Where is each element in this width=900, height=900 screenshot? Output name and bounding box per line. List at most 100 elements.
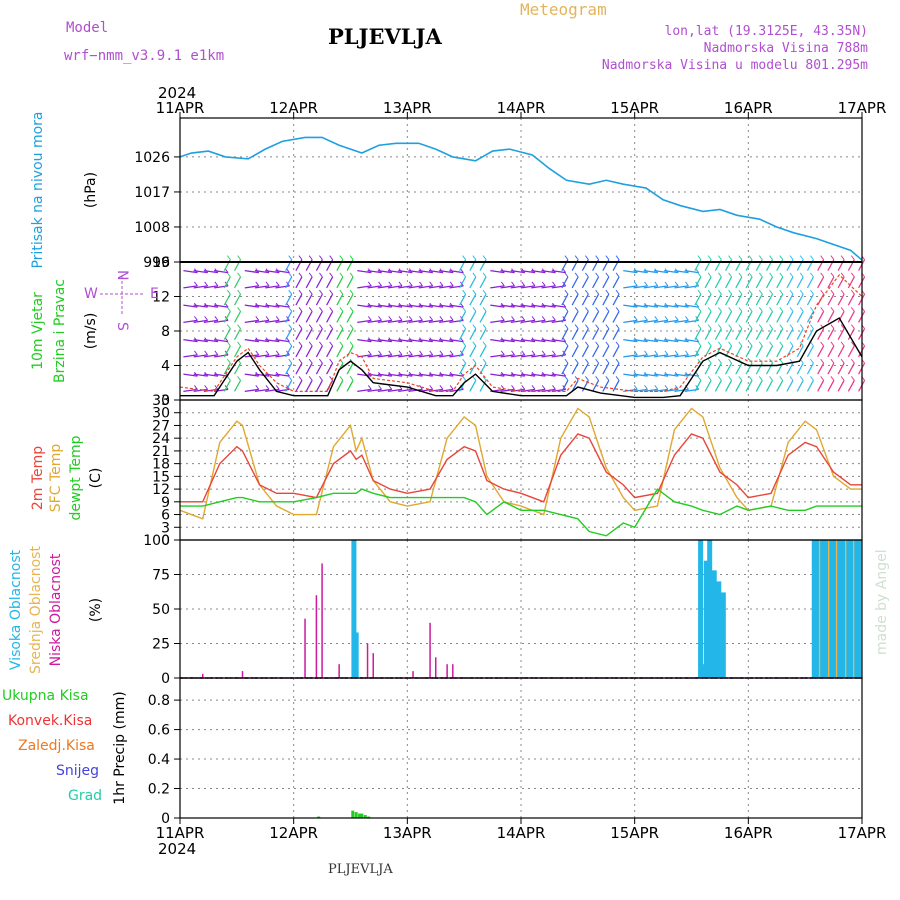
wind-barb-flag: [664, 350, 669, 356]
wind-gust-line: [179, 274, 863, 393]
wind-barb: [398, 388, 413, 393]
wind-barb-flag: [329, 324, 334, 329]
wind-barb-flag: [830, 255, 835, 260]
wind-barb: [571, 311, 579, 323]
wind-barb: [837, 328, 845, 340]
wind-barb: [643, 373, 658, 377]
x-tick-label-bottom: 11APR: [156, 824, 205, 842]
wind-barb: [233, 276, 242, 289]
wind-barb-flag: [717, 289, 722, 295]
wind-barb: [725, 311, 733, 323]
wind-barb-flag: [830, 307, 835, 312]
wind-barb: [315, 345, 323, 358]
wind-barb: [428, 354, 444, 358]
wind-barb: [408, 388, 423, 393]
wind-barb-flag: [388, 350, 393, 356]
wind-barb-flag: [697, 376, 702, 381]
wind-barb-flag: [850, 376, 855, 381]
y-tick-label: 12: [152, 482, 170, 498]
high-cloud-bar: [835, 540, 841, 678]
x-tick-label-top: 11APR: [156, 99, 205, 117]
wind-barb: [449, 269, 464, 274]
wind-barb-flag: [472, 307, 477, 312]
page-title: PLJEVLJA: [328, 24, 442, 49]
wind-barb: [367, 304, 382, 308]
wind-barb: [265, 319, 280, 324]
wind-barb: [755, 362, 763, 375]
wind-barb: [193, 319, 208, 324]
wind-barb-flag: [820, 289, 825, 295]
wind-barb: [295, 328, 303, 340]
wind-barb-flag: [574, 341, 579, 347]
wind-barb-flag: [840, 307, 845, 312]
wind-barb: [203, 319, 218, 324]
wind-barb-flag: [748, 255, 753, 260]
wind-barb: [643, 354, 658, 358]
wind-barb: [847, 380, 855, 392]
wind-barb-flag: [429, 316, 434, 321]
wind-barb-flag: [462, 358, 467, 364]
high-cloud-bar: [856, 540, 862, 678]
wind-barb: [315, 293, 323, 306]
dewpt-line: [180, 488, 862, 537]
wind-barb-flag: [255, 316, 260, 321]
wind-barb: [428, 338, 444, 343]
wind-barb-flag: [769, 307, 773, 312]
wind-barb: [664, 338, 679, 343]
wind-barb: [315, 328, 323, 340]
wind-barb-flag: [850, 341, 855, 347]
wind-barb-flag: [531, 350, 536, 356]
wind-barb-flag: [738, 376, 743, 381]
wind-barb-flag: [439, 316, 444, 321]
x-tick-label-bottom: 14APR: [497, 824, 546, 842]
x-tick-label-bottom: 13APR: [383, 824, 432, 842]
x-tick-label-top: 17APR: [838, 99, 887, 117]
high-cloud-axis-label: Visoka Oblacnost: [8, 549, 24, 670]
wind-barb-flag: [462, 341, 467, 347]
wind-barb: [203, 338, 218, 343]
wind-barb-flag: [541, 350, 546, 356]
wind-barb: [664, 269, 679, 274]
wind-barb: [612, 328, 620, 340]
wind-barb: [233, 345, 242, 358]
wind-barb: [817, 311, 825, 323]
wind-barb-flag: [419, 385, 423, 390]
wind-barb-flag: [717, 255, 722, 260]
wind-barb-flag: [840, 289, 845, 295]
wind-barb: [623, 285, 638, 289]
wind-barb-flag: [482, 358, 487, 364]
wind-barb: [704, 328, 712, 340]
wind-barb: [223, 362, 231, 375]
wind-barb-flag: [472, 255, 477, 260]
wind-barb: [602, 293, 610, 306]
wind-barb-flag: [349, 289, 354, 295]
wind-barb-flag: [449, 385, 454, 390]
wind-barb-flag: [472, 358, 477, 364]
wind-barb: [817, 380, 825, 392]
wind-barb-flag: [367, 316, 372, 321]
wind-barb: [439, 319, 454, 324]
wind-barb-flag: [265, 316, 270, 321]
wind-barb-flag: [605, 289, 610, 295]
y-tick-label: 24: [152, 431, 170, 447]
high-cloud-bar: [707, 540, 713, 678]
wind-barb-flag: [398, 350, 403, 356]
wind-barb-flag: [584, 376, 589, 381]
y-tick-label: 3: [161, 520, 170, 536]
y-tick-label: 33: [152, 393, 170, 409]
wind-barb: [796, 345, 804, 358]
wind-barb: [223, 328, 231, 340]
wind-barb-flag: [521, 316, 526, 321]
wind-barb: [244, 373, 259, 377]
wind-barb-flag: [298, 307, 303, 312]
wind-barb: [817, 345, 825, 358]
high-cloud-bar: [698, 540, 704, 678]
sfc-temp-line: [179, 407, 862, 520]
wind-barb-flag: [564, 324, 569, 329]
precip-legend-item: Snijeg: [56, 763, 99, 779]
wind-barb: [377, 373, 392, 377]
wind-barb-flag: [717, 307, 722, 312]
wind-barb-flag: [738, 289, 743, 295]
wind-barb: [837, 345, 845, 358]
wind-barb: [623, 373, 638, 377]
